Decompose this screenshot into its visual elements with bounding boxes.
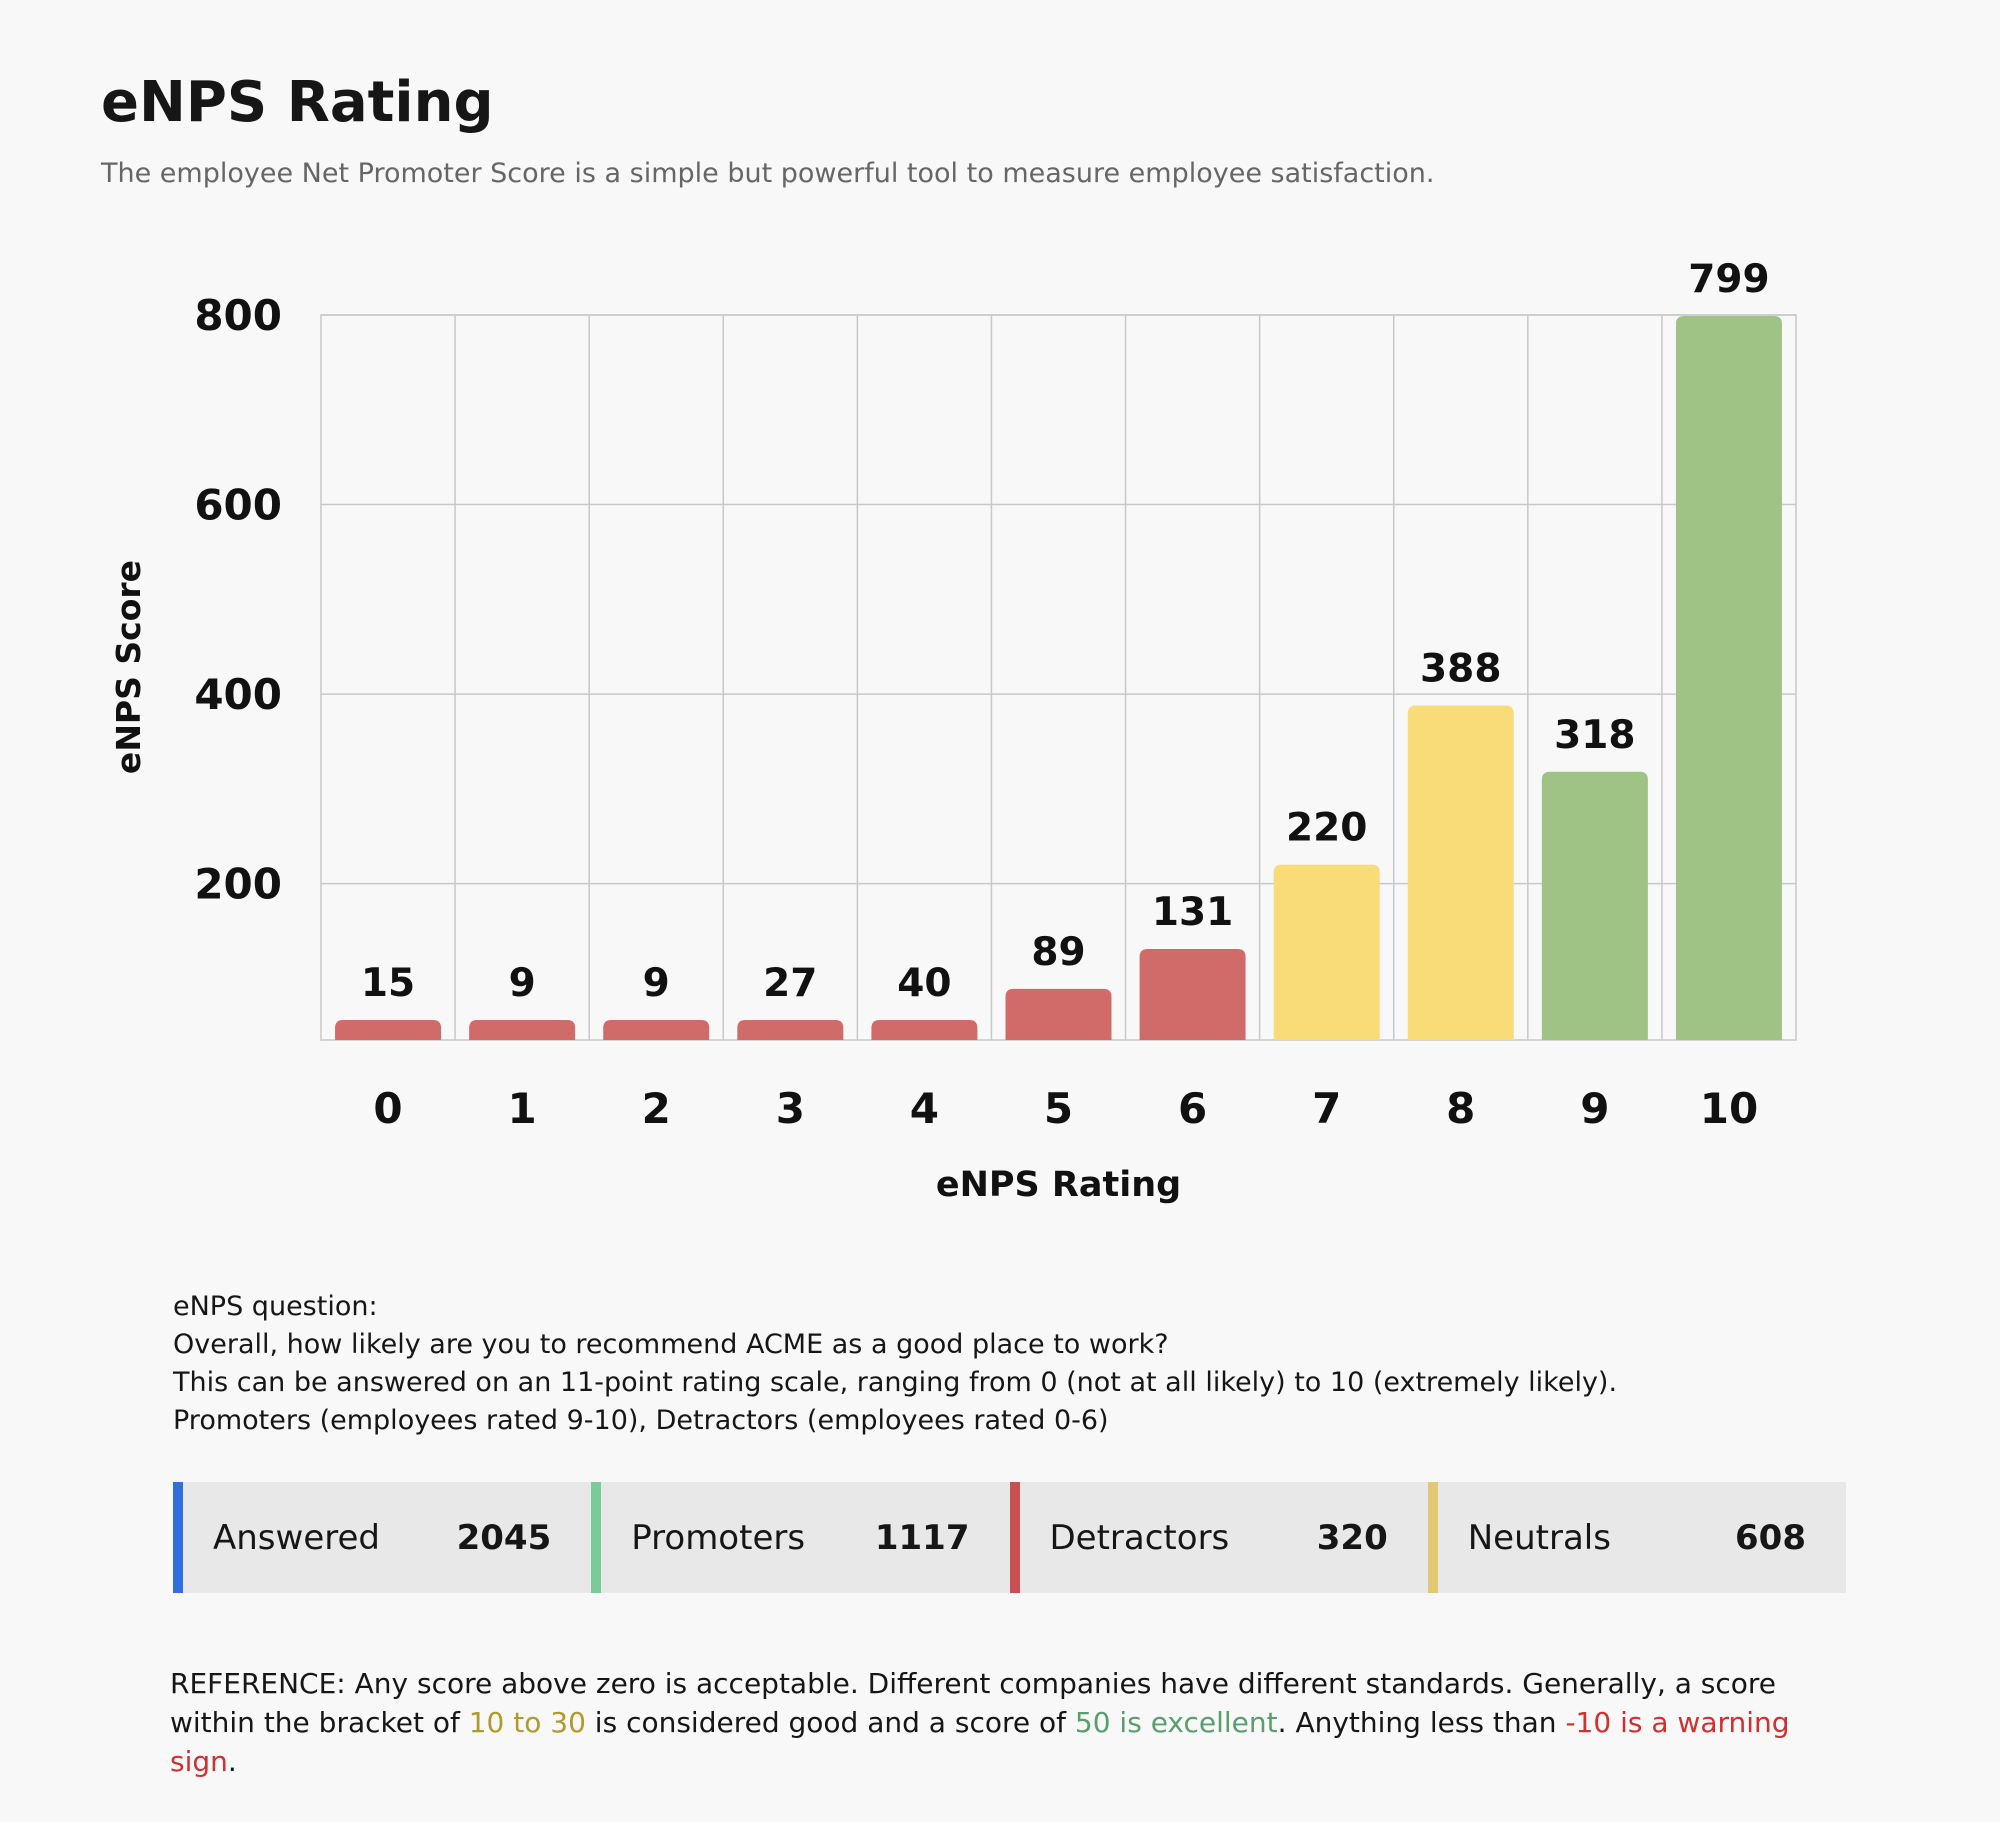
x-tick-label: 4 (910, 1084, 939, 1133)
stat-value: 320 (1316, 1517, 1388, 1558)
x-axis-title: eNPS Rating (936, 1165, 1181, 1205)
stat-value: 2045 (456, 1517, 552, 1558)
x-tick-label: 10 (1700, 1084, 1758, 1133)
bar (1273, 864, 1380, 1040)
bar (1541, 771, 1648, 1040)
question-line: This can be answered on an 11-point rati… (173, 1367, 1618, 1398)
bar (469, 1020, 576, 1040)
page-title: eNPS Rating (101, 70, 494, 135)
data-label: 9 (643, 961, 670, 1006)
x-tick-label: 9 (1580, 1084, 1609, 1133)
ref-text: . Anything less than (1277, 1706, 1566, 1739)
data-label: 318 (1554, 713, 1635, 758)
question-line: Promoters (employees rated 9-10), Detrac… (173, 1405, 1109, 1436)
x-tick-label: 3 (776, 1084, 805, 1133)
stat-value: 1117 (874, 1517, 970, 1558)
bar (1407, 705, 1514, 1040)
question-line: Overall, how likely are you to recommend… (173, 1329, 1169, 1360)
bar (603, 1020, 710, 1040)
stat-answered: Answered 2045 (173, 1482, 591, 1593)
data-label: 220 (1286, 806, 1367, 851)
x-tick-label: 5 (1044, 1084, 1073, 1133)
y-tick-label: 800 (194, 291, 282, 340)
ref-text: . (227, 1745, 237, 1778)
stat-value: 608 (1735, 1517, 1806, 1558)
enps-bar-chart: 2004006008001509192273404895131622073888… (109, 257, 1797, 1205)
bar (1005, 988, 1112, 1040)
data-label: 15 (361, 961, 415, 1006)
data-label: 89 (1031, 930, 1085, 975)
question-block: eNPS question: Overall, how likely are y… (173, 1288, 1617, 1440)
x-tick-label: 2 (642, 1084, 671, 1133)
data-label: 388 (1420, 646, 1501, 691)
data-label: 131 (1152, 890, 1233, 935)
stat-label: Neutrals (1467, 1517, 1611, 1558)
stats-bar: Answered 2045 Promoters 1117 Detractors 320… (173, 1482, 1846, 1593)
reference-note: REFERENCE: Any score above zero is accep… (170, 1664, 1850, 1781)
bar (335, 1020, 442, 1040)
ref-excellent: 50 is excellent (1074, 1706, 1278, 1739)
x-tick-label: 8 (1446, 1084, 1475, 1133)
stat-label: Promoters (631, 1517, 806, 1558)
ref-text: is considered good and a score of (585, 1706, 1075, 1739)
stat-promoters: Promoters 1117 (591, 1482, 1009, 1593)
page-subtitle: The employee Net Promoter Score is a sim… (101, 158, 1435, 189)
ref-good: 10 to 30 (468, 1706, 586, 1739)
stat-label: Detractors (1049, 1517, 1230, 1558)
ref-warning: -10 is a warning sign (170, 1706, 1790, 1778)
stat-detractors: Detractors 320 (1009, 1482, 1428, 1593)
y-tick-label: 600 (194, 481, 282, 530)
data-label: 799 (1688, 257, 1769, 302)
bar (1675, 315, 1782, 1040)
question-line: eNPS question: (173, 1291, 378, 1322)
x-tick-label: 6 (1178, 1084, 1207, 1133)
x-tick-label: 7 (1312, 1084, 1341, 1133)
y-tick-label: 400 (194, 670, 282, 719)
y-axis-title: eNPS Score (109, 560, 148, 774)
stat-neutrals: Neutrals 608 (1427, 1482, 1846, 1593)
bar (871, 1020, 978, 1040)
bar (737, 1020, 844, 1040)
data-label: 40 (897, 961, 951, 1006)
data-label: 9 (509, 961, 536, 1006)
ref-text: REFERENCE: Any score above zero is accep… (170, 1667, 1777, 1739)
x-tick-label: 1 (508, 1084, 537, 1133)
y-tick-label: 200 (194, 860, 282, 909)
x-tick-label: 0 (373, 1084, 402, 1133)
data-label: 27 (763, 961, 817, 1006)
stat-label: Answered (213, 1517, 380, 1558)
bar (1139, 949, 1246, 1040)
